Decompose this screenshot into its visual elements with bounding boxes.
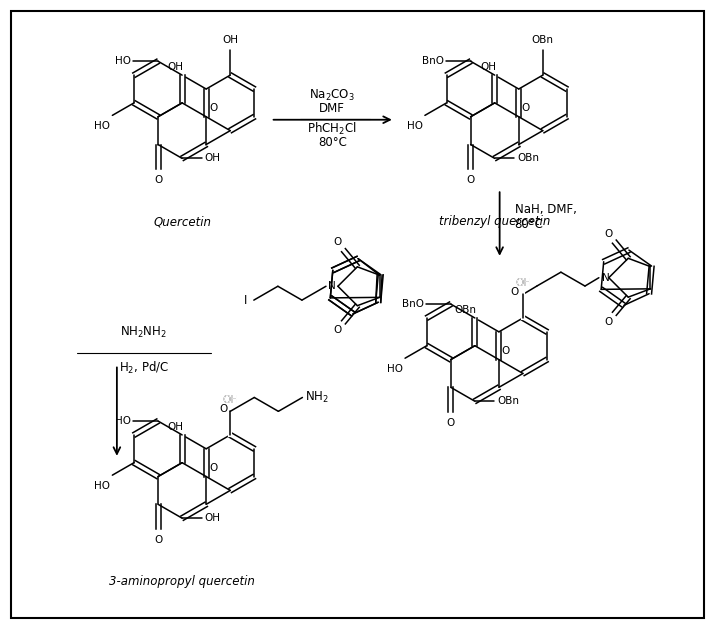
Text: O: O xyxy=(154,535,162,545)
Text: O: O xyxy=(511,287,519,298)
Text: OH: OH xyxy=(222,35,238,45)
Text: O: O xyxy=(333,237,342,247)
Text: OBn: OBn xyxy=(532,35,554,45)
Text: I: I xyxy=(245,294,247,306)
Text: 80°C: 80°C xyxy=(515,218,543,230)
Text: O: O xyxy=(209,462,217,472)
Text: N: N xyxy=(602,273,610,282)
Text: NH$_2$: NH$_2$ xyxy=(305,390,329,405)
Text: O: O xyxy=(154,175,162,186)
Text: OH: OH xyxy=(204,153,220,164)
Text: OBn: OBn xyxy=(455,305,476,315)
Text: BnO: BnO xyxy=(402,299,424,309)
Text: 80°C: 80°C xyxy=(317,136,347,149)
Text: HO: HO xyxy=(115,56,131,66)
Text: O: O xyxy=(466,175,475,186)
Text: Na$_2$CO$_3$: Na$_2$CO$_3$ xyxy=(310,87,355,103)
Text: HO: HO xyxy=(94,481,110,491)
Text: N: N xyxy=(328,281,336,291)
Text: OH: OH xyxy=(515,278,531,288)
Text: OH: OH xyxy=(222,395,238,405)
Text: OH: OH xyxy=(204,513,220,523)
Text: OH: OH xyxy=(168,62,184,72)
Text: OH: OH xyxy=(168,422,184,432)
Text: OH: OH xyxy=(222,395,238,405)
Text: OBn: OBn xyxy=(517,153,539,164)
Text: OH: OH xyxy=(515,278,531,288)
Text: OBn: OBn xyxy=(497,396,519,406)
Text: HO: HO xyxy=(407,121,423,131)
Text: HO: HO xyxy=(387,364,403,374)
Text: HO: HO xyxy=(115,416,131,426)
Text: NH$_2$NH$_2$: NH$_2$NH$_2$ xyxy=(120,325,167,340)
Text: tribenzyl quercetin: tribenzyl quercetin xyxy=(439,216,551,228)
Text: OH: OH xyxy=(480,62,496,72)
Text: Quercetin: Quercetin xyxy=(153,216,211,228)
Text: H$_2$, Pd/C: H$_2$, Pd/C xyxy=(119,360,169,376)
Text: NaH, DMF,: NaH, DMF, xyxy=(515,203,576,216)
Text: O: O xyxy=(604,229,612,238)
Text: 3-aminopropyl quercetin: 3-aminopropyl quercetin xyxy=(109,576,255,588)
Text: O: O xyxy=(333,325,342,335)
Text: BnO: BnO xyxy=(422,56,443,66)
Text: O: O xyxy=(502,345,510,355)
Text: O: O xyxy=(447,418,455,428)
Text: DMF: DMF xyxy=(320,103,345,115)
Text: O: O xyxy=(219,404,227,415)
Text: HO: HO xyxy=(94,121,110,131)
Text: PhCH$_2$Cl: PhCH$_2$Cl xyxy=(307,121,357,136)
Text: O: O xyxy=(522,103,530,113)
Text: O: O xyxy=(604,317,612,327)
Text: O: O xyxy=(209,103,217,113)
